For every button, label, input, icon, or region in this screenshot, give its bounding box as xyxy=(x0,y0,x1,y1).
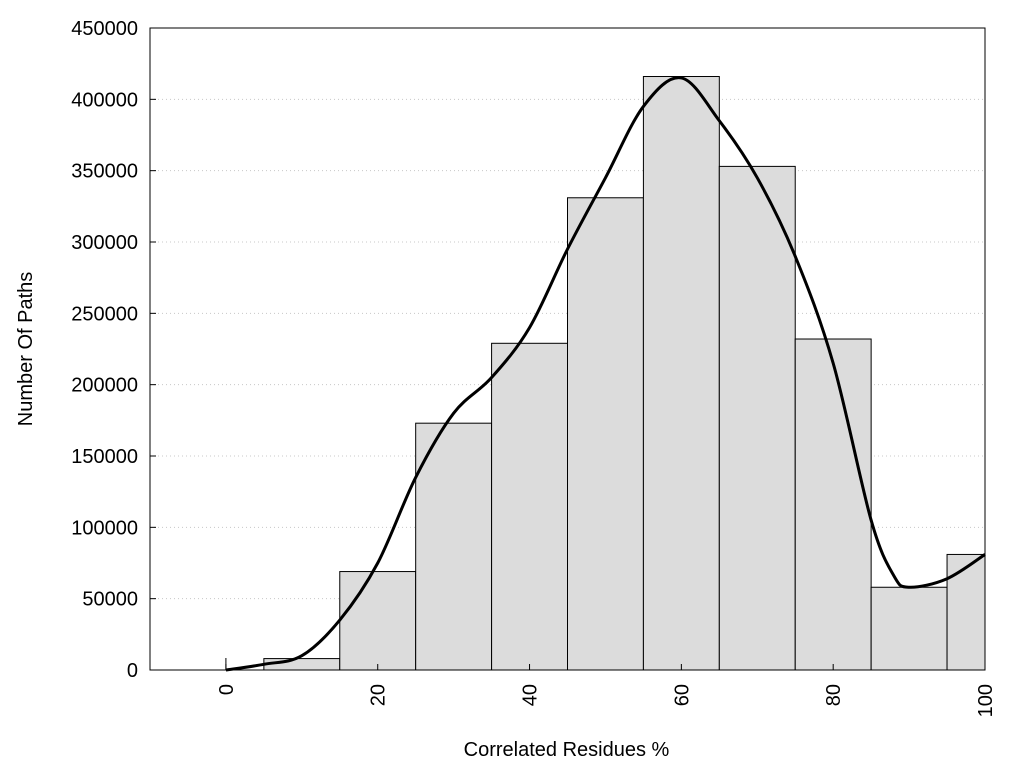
bar xyxy=(415,422,493,671)
bar xyxy=(567,197,644,671)
bar xyxy=(339,571,417,671)
y-tick-label: 350000 xyxy=(71,161,138,183)
bar xyxy=(946,553,986,671)
bar xyxy=(718,165,796,671)
smooth-curve xyxy=(225,76,986,672)
bar xyxy=(642,76,720,671)
y-tick-label: 50000 xyxy=(82,589,138,611)
y-tick-label: 200000 xyxy=(71,375,138,397)
y-axis-title: Number Of Paths xyxy=(15,272,37,427)
x-tick-label: 60 xyxy=(671,684,693,706)
x-tick-label: 40 xyxy=(520,684,542,706)
bar xyxy=(794,338,872,671)
smooth-curve-layer xyxy=(225,76,986,672)
y-tick-label: 300000 xyxy=(71,232,138,254)
x-axis-title: Correlated Residues % xyxy=(464,739,670,761)
x-tick-label: 20 xyxy=(368,684,390,706)
y-tick-label: 400000 xyxy=(71,89,138,111)
x-tick-label: 80 xyxy=(823,684,845,706)
x-tick-label: 100 xyxy=(975,684,997,717)
y-tick-label: 150000 xyxy=(71,446,138,468)
plot-frame xyxy=(149,27,986,671)
y-tick-label: 250000 xyxy=(71,303,138,325)
y-tick-label: 100000 xyxy=(71,517,138,539)
histogram-bars xyxy=(225,76,986,671)
bar xyxy=(491,342,568,671)
bar xyxy=(870,586,948,671)
y-tick-label: 450000 xyxy=(71,18,138,40)
y-tick-label: 0 xyxy=(127,660,138,682)
y-axis-ticks: 0 50000 100000 150000 200000 250000 300000 3500… xyxy=(71,18,156,682)
x-tick-label: 0 xyxy=(216,684,238,695)
x-axis-ticks: 0 20 40 60 80 100 xyxy=(216,664,997,717)
